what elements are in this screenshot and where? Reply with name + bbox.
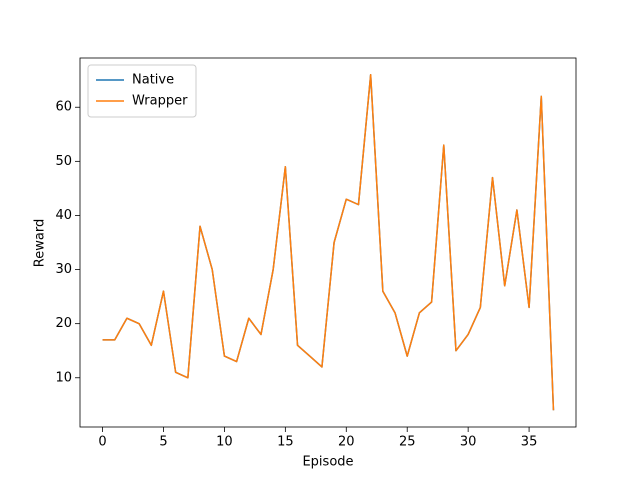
x-tick-label: 35 bbox=[521, 435, 538, 450]
y-tick-label: 60 bbox=[55, 100, 72, 115]
x-tick-label: 0 bbox=[98, 435, 106, 450]
y-tick-label: 10 bbox=[55, 370, 72, 385]
x-tick-label: 5 bbox=[159, 435, 167, 450]
y-tick-label: 30 bbox=[55, 262, 72, 277]
plot-frame bbox=[79, 57, 577, 428]
y-axis-label: Reward bbox=[33, 219, 48, 267]
y-tick-label: 40 bbox=[55, 208, 72, 223]
x-tick-label: 10 bbox=[216, 435, 233, 450]
legend-label: Native bbox=[132, 73, 174, 88]
legend-box bbox=[87, 64, 197, 118]
x-axis-label: Episode bbox=[302, 455, 353, 470]
x-tick-label: 20 bbox=[338, 435, 355, 450]
legend-label: Wrapper bbox=[132, 94, 188, 109]
x-tick-label: 15 bbox=[277, 435, 294, 450]
x-tick-label: 25 bbox=[399, 435, 416, 450]
series-line bbox=[102, 74, 555, 411]
y-tick-label: 20 bbox=[55, 316, 72, 331]
x-tick-label: 30 bbox=[460, 435, 477, 450]
y-tick-label: 50 bbox=[55, 154, 72, 169]
